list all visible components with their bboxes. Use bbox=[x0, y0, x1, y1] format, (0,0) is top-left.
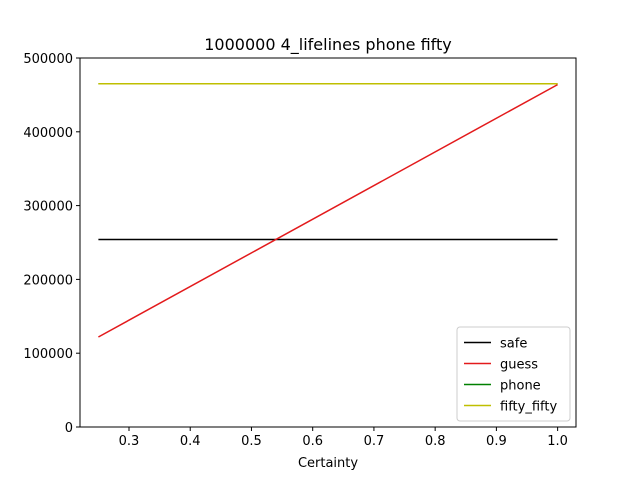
x-tick-label: 0.9 bbox=[486, 434, 507, 449]
legend-label-fifty-fifty: fifty_fifty bbox=[500, 400, 557, 415]
tick-layer: 0.3 0.4 0.5 0.6 0.7 0.8 0.9 1.0 0 100000 200000 300… bbox=[23, 52, 568, 449]
y-tick-label: 500000 bbox=[23, 52, 73, 67]
plot-frame bbox=[79, 57, 577, 428]
x-tick-label: 0.7 bbox=[364, 434, 385, 449]
legend-box bbox=[456, 326, 571, 422]
x-tick-label: 0.8 bbox=[425, 434, 446, 449]
y-tick-label: 100000 bbox=[23, 347, 73, 362]
x-tick-label: 0.4 bbox=[180, 434, 201, 449]
x-tick-label: 0.6 bbox=[302, 434, 323, 449]
y-tick-label: 0 bbox=[65, 421, 73, 436]
x-axis-title: Certainty bbox=[298, 456, 358, 471]
x-tick-label: 0.5 bbox=[241, 434, 262, 449]
legend-label-safe: safe bbox=[500, 337, 527, 352]
y-tick-label: 200000 bbox=[23, 273, 73, 288]
y-tick-label: 400000 bbox=[23, 126, 73, 141]
legend: safe guess phone fifty_fifty bbox=[456, 326, 571, 422]
x-tick-label: 1.0 bbox=[547, 434, 568, 449]
x-tick-label: 0.3 bbox=[119, 434, 140, 449]
series-layer bbox=[98, 83, 558, 338]
legend-label-guess: guess bbox=[500, 358, 538, 373]
y-tick-label: 300000 bbox=[23, 200, 73, 215]
legend-label-phone: phone bbox=[500, 379, 541, 394]
series-line-guess bbox=[98, 83, 558, 338]
chart-title: 1000000 4_lifelines phone fifty bbox=[204, 35, 452, 55]
